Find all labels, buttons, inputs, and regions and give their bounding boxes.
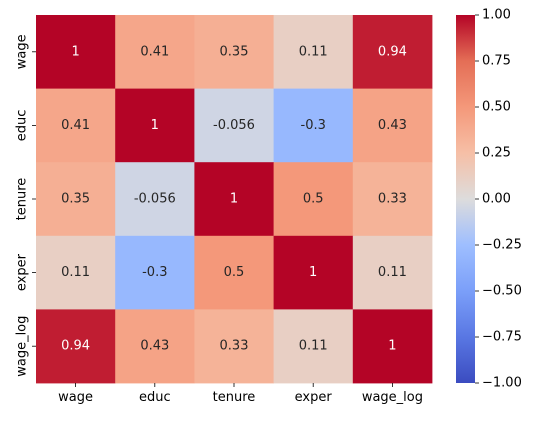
heatmap-cell [194,309,274,384]
heatmap-cell [352,309,433,384]
heatmap-cell [36,235,116,310]
cell-value-label: 1 [309,265,317,280]
heatmap-cell [273,162,354,237]
colorbar-tick-label: 0.00 [482,192,511,207]
cell-value-label: 0.11 [299,44,328,59]
x-tick-label: educ [139,390,171,405]
cell-value-label: 0.94 [61,339,90,354]
colorbar-tick-label: 0.75 [482,54,511,69]
cell-value-label: 0.43 [378,118,407,133]
heatmap-cell [115,235,195,310]
colorbar-tick-label: −0.75 [482,330,522,345]
heatmap-cell [36,88,116,163]
heatmap-cell [115,88,195,163]
cell-value-label: 0.33 [378,192,407,207]
colorbar-tick-label: 1.00 [482,8,511,23]
colorbar-tick-label: −0.25 [482,238,522,253]
y-tick-label: exper [15,253,30,291]
cell-value-label: 0.41 [61,118,90,133]
cell-value-label: 0.41 [140,44,169,59]
heatmap-cell [115,309,195,384]
y-tick-label: tenure [15,178,30,221]
cell-value-label: 1 [151,118,159,133]
y-axis: wage educ tenure exper wage_log [15,34,36,377]
cell-value-label: 0.94 [378,44,407,59]
colorbar-tick-label: 0.50 [482,100,511,115]
y-tick-label: educ [15,110,30,142]
heatmap-cell [115,15,195,89]
cell-value-label: 1 [230,192,238,207]
heatmap-annotations: 1 0.41 0.35 0.11 0.94 0.41 1 -0.056 -0.3 0.43 0.35… [61,44,407,353]
heatmap-cell [352,15,433,89]
x-axis: wage educ tenure exper wage_log [58,383,423,405]
heatmap-cell [273,15,354,89]
cell-value-label: -0.056 [213,118,255,133]
y-tick-label: wage [15,34,30,69]
colorbar-gradient [456,15,475,383]
heatmap-cell [36,162,116,237]
cell-value-label: 0.5 [303,192,324,207]
colorbar-tick-label: −0.50 [482,284,522,299]
x-tick-label: exper [295,390,333,405]
y-tick-label: wage_log [15,316,30,377]
heatmap-cell [352,162,433,237]
heatmap-cells [36,15,433,384]
cell-value-label: 0.11 [378,265,407,280]
cell-value-label: 1 [71,44,79,59]
cell-value-label: 1 [388,339,396,354]
cell-value-label: 0.35 [61,192,90,207]
x-tick-label: wage_log [362,390,423,405]
colorbar-tick-label: −1.00 [482,376,522,391]
cell-value-label: 0.35 [220,44,249,59]
heatmap-cell [194,15,274,89]
cell-value-label: 0.11 [61,265,90,280]
heatmap-cell [273,309,354,384]
heatmap-cell [194,162,274,237]
heatmap-cell [273,235,354,310]
cell-value-label: -0.3 [142,265,167,280]
cell-value-label: -0.056 [134,192,176,207]
heatmap-cell [115,162,195,237]
heatmap-cell [36,15,116,89]
colorbar: 1.00 0.75 0.50 0.25 0.00 −0.25 −0.50 −0.75 −1.00 [456,8,522,391]
cell-value-label: -0.3 [301,118,326,133]
heatmap-cell [194,235,274,310]
x-tick-label: tenure [213,390,256,405]
heatmap-cell [36,309,116,384]
cell-value-label: 0.11 [299,339,328,354]
cell-value-label: 0.33 [220,339,249,354]
heatmap-cell [273,88,354,163]
heatmap-cell [194,88,274,163]
heatmap-cell [352,235,433,310]
cell-value-label: 0.43 [140,339,169,354]
x-tick-label: wage [58,390,93,405]
cell-value-label: 0.5 [224,265,245,280]
heatmap-cell [352,88,433,163]
colorbar-tick-label: 0.25 [482,146,511,161]
